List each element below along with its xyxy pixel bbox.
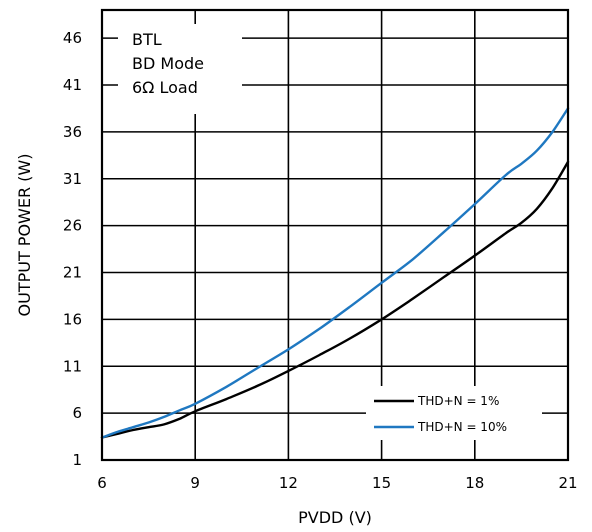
series-layer <box>100 107 570 439</box>
annotation-line: 6Ω Load <box>132 78 198 97</box>
x-tick-label: 21 <box>558 474 577 492</box>
annotation-box: BTL BD Mode 6Ω Load <box>118 24 242 114</box>
legend-label: THD+N = 1% <box>417 394 499 408</box>
y-tick-label: 6 <box>72 404 82 422</box>
annotation-line: BTL <box>132 30 162 49</box>
annotation-line: BD Mode <box>132 54 204 73</box>
plot-frame <box>100 8 570 462</box>
y-tick-label: 21 <box>63 264 82 282</box>
y-tick-label: 16 <box>63 310 82 328</box>
x-tick-label: 6 <box>97 474 107 492</box>
legend-label: THD+N = 10% <box>417 420 507 434</box>
y-tick-label: 36 <box>63 123 82 141</box>
x-tick-label: 12 <box>279 474 298 492</box>
x-tick-label: 9 <box>190 474 200 492</box>
series-line-thd-10pct <box>100 107 570 439</box>
series-line-thd-1pct <box>100 160 570 439</box>
x-tick-label: 18 <box>465 474 484 492</box>
x-axis-title: PVDD (V) <box>298 508 372 527</box>
y-tick-label: 11 <box>63 357 82 375</box>
y-axis-title: OUTPUT POWER (W) <box>15 154 34 317</box>
y-tick-label: 31 <box>63 170 82 188</box>
y-tick-label: 26 <box>63 217 82 235</box>
legend-background <box>366 386 542 440</box>
y-tick-label: 1 <box>72 451 82 469</box>
x-tick-label: 15 <box>372 474 391 492</box>
y-tick-label: 46 <box>63 29 82 47</box>
annotation-background <box>118 24 242 114</box>
y-tick-label: 41 <box>63 76 82 94</box>
legend: THD+N = 1% THD+N = 10% <box>366 386 542 440</box>
